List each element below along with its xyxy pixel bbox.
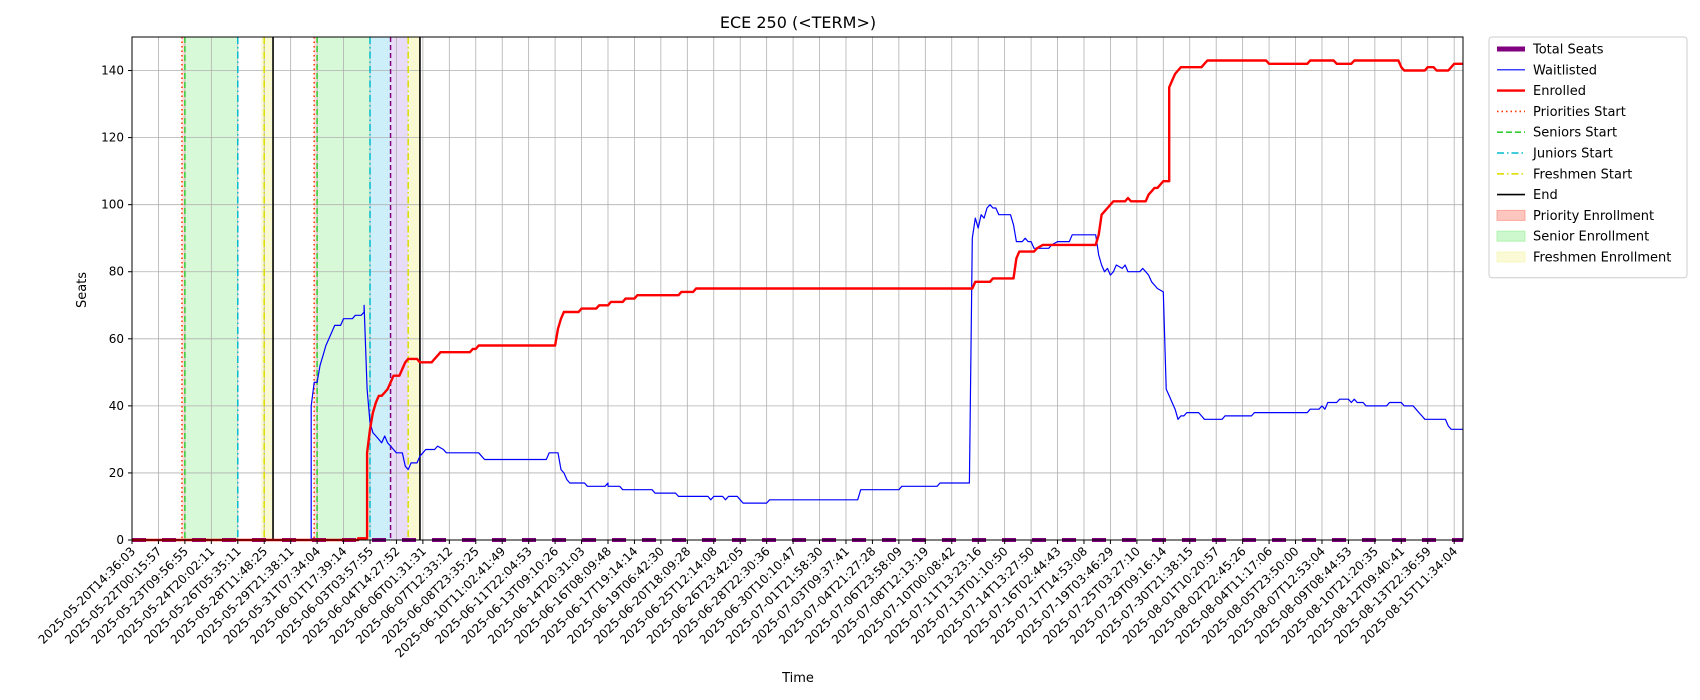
legend-swatch	[1496, 209, 1526, 221]
shaded-region-4-0	[261, 37, 274, 540]
y-tick-label: 60	[109, 332, 124, 346]
legend-label: Waitlisted	[1533, 63, 1597, 78]
legend-swatch	[1496, 251, 1526, 263]
chart-title: ECE 250 (<TERM>)	[720, 13, 876, 32]
shaded-region-0-1	[314, 37, 318, 540]
series-waitlisted	[132, 204, 1463, 541]
series-enrolled	[132, 59, 1463, 542]
shaded-region-4-1	[408, 37, 420, 540]
legend-label: Total Seats	[1532, 43, 1604, 58]
legend-label: Juniors Start	[1532, 147, 1613, 162]
legend-label: Priority Enrollment	[1533, 209, 1654, 224]
legend-frame	[1488, 36, 1688, 279]
legend-label: Freshmen Start	[1533, 167, 1632, 182]
legend-label: Enrolled	[1533, 84, 1586, 99]
shaded-region-2-0	[369, 37, 391, 540]
y-tick-label: 80	[109, 265, 124, 279]
y-tick-label: 120	[101, 131, 124, 145]
y-tick-label: 100	[101, 198, 124, 212]
legend-label: End	[1533, 188, 1558, 203]
legend-label: Freshmen Enrollment	[1533, 251, 1671, 266]
plot-frame	[131, 36, 1464, 541]
legend-label: Senior Enrollment	[1533, 230, 1649, 245]
y-tick-label: 20	[109, 466, 124, 480]
legend-label: Priorities Start	[1533, 105, 1626, 120]
x-axis-title: Time	[781, 671, 814, 686]
shaded-region-0-0	[181, 37, 185, 540]
legend-label: Seniors Start	[1533, 126, 1617, 141]
plot-area: 0204060801001201402025-05-20T14:36:03202…	[36, 36, 1464, 660]
legend: Total Seats Waitlisted Enrolled Priorities …	[1488, 36, 1688, 279]
y-tick-label: 140	[101, 64, 124, 78]
shaded-region-3-0	[390, 37, 409, 540]
y-axis-title: Seats	[75, 272, 90, 308]
y-tick-label: 40	[109, 399, 124, 413]
y-tick-label: 0	[116, 533, 124, 547]
legend-swatch	[1496, 230, 1526, 242]
